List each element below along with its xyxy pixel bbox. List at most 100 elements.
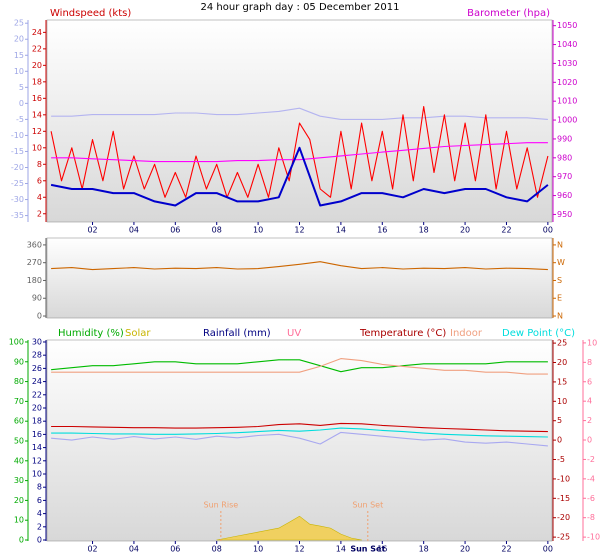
y-tick-label: -8 — [587, 513, 595, 522]
y-tick-label: 2 — [37, 522, 42, 531]
y-tick-label: -10 — [587, 533, 600, 542]
y-tick-label: W — [557, 258, 565, 267]
line — [51, 431, 548, 447]
y-tick-label: 15 — [557, 377, 567, 386]
y-tick-label: 8 — [37, 483, 42, 492]
y-tick-label: 6 — [37, 496, 42, 505]
y-tick-label: 10 — [14, 516, 24, 525]
legend-label: Dew Point (°C) — [502, 328, 575, 339]
y-tick-label: -10 — [557, 474, 570, 483]
x-tick-label: 04 — [129, 226, 139, 235]
y-tick-label: -6 — [587, 494, 595, 503]
y-tick-label: 100 — [9, 337, 24, 346]
y-tick-label: 4 — [37, 193, 42, 202]
y-tick-label: -5 — [557, 455, 565, 464]
y-tick-label: 30 — [32, 337, 42, 346]
y-tick-label: 980 — [557, 153, 572, 162]
x-tick-label: 10 — [253, 545, 263, 554]
plot-area — [46, 19, 553, 223]
y-tick-label: 20 — [557, 358, 567, 367]
annotation-label: Sun Set — [352, 501, 383, 510]
y-tick-label: 16 — [32, 94, 42, 103]
y-tick-label: 10 — [32, 470, 42, 479]
y-tick-label: -4 — [587, 474, 595, 483]
y-tick-label: 10 — [587, 338, 597, 347]
y-tick-label: -30 — [11, 195, 24, 204]
y-tick-label: 270 — [27, 258, 42, 267]
x-tick-label: 14 — [336, 545, 346, 554]
y-tick-label: 8 — [37, 160, 42, 169]
y-tick-label: 4 — [587, 397, 592, 406]
y-tick-label: 2 — [37, 209, 42, 218]
y-tick-label: 90 — [32, 294, 42, 303]
legend-label: Indoor — [450, 328, 483, 339]
x-tick-label: 16 — [377, 226, 387, 235]
y-tick-label: 4 — [37, 509, 42, 518]
y-tick-label: 1030 — [557, 59, 577, 68]
x-tick-label: 16 — [377, 545, 387, 554]
line — [51, 142, 548, 163]
x-tick-label: 02 — [87, 545, 97, 554]
line — [50, 106, 549, 198]
y-tick-label: 28 — [32, 351, 42, 360]
y-tick-label: 50 — [14, 436, 24, 445]
y-tick-label: 2 — [587, 416, 592, 425]
y-tick-label: 6 — [587, 377, 592, 386]
x-tick-label: 18 — [419, 545, 429, 554]
y-tick-label: 0 — [587, 436, 592, 445]
axis-title: Temperature (°C) — [359, 328, 446, 339]
y-tick-label: 25 — [557, 339, 567, 348]
legend-label: Solar — [125, 328, 151, 339]
y-tick-label: 1040 — [557, 40, 577, 49]
annotation-axis-label: Sun Set — [350, 545, 385, 554]
y-tick-label: 0 — [19, 536, 24, 545]
y-tick-label: 990 — [557, 134, 572, 143]
x-tick-label: 22 — [501, 545, 511, 554]
y-tick-label: 180 — [27, 276, 42, 285]
y-tick-label: 90 — [14, 357, 24, 366]
y-tick-label: -20 — [557, 513, 570, 522]
y-tick-label: 6 — [37, 176, 42, 185]
y-tick-label: -35 — [11, 211, 24, 220]
y-tick-label: -25 — [557, 533, 570, 542]
axis-title: Rainfall (mm) — [203, 328, 271, 339]
x-tick-label: 10 — [253, 226, 263, 235]
x-tick-label: 06 — [170, 226, 180, 235]
y-tick-label: 10 — [14, 67, 24, 76]
y-tick-label: 40 — [14, 456, 24, 465]
y-tick-label: 25 — [14, 19, 24, 28]
area — [216, 515, 362, 541]
x-tick-label: 20 — [460, 545, 470, 554]
line — [51, 427, 548, 438]
x-tick-label: 08 — [212, 545, 222, 554]
y-tick-label: 60 — [14, 417, 24, 426]
y-tick-label: 20 — [14, 35, 24, 44]
y-tick-label: -15 — [557, 494, 570, 503]
axis-title: Humidity (%) — [58, 328, 124, 339]
y-tick-label: 12 — [32, 127, 42, 136]
x-tick-label: 22 — [501, 226, 511, 235]
x-tick-label: 12 — [294, 226, 304, 235]
y-tick-label: 1050 — [557, 21, 577, 30]
line — [51, 261, 548, 271]
plot-area — [46, 339, 553, 542]
y-tick-label: -10 — [11, 131, 24, 140]
y-tick-label: S — [557, 276, 562, 285]
x-tick-label: 18 — [419, 226, 429, 235]
x-tick-label: 14 — [336, 226, 346, 235]
x-tick-label: 08 — [212, 226, 222, 235]
plot-area — [46, 237, 553, 319]
y-tick-label: 970 — [557, 172, 572, 181]
y-tick-label: 20 — [14, 496, 24, 505]
y-tick-label: 10 — [32, 143, 42, 152]
y-tick-label: 10 — [557, 397, 567, 406]
x-tick-label: 12 — [294, 545, 304, 554]
line — [51, 358, 548, 375]
y-tick-label: 22 — [32, 390, 42, 399]
x-tick-label: 04 — [129, 545, 139, 554]
x-tick-label: 06 — [170, 545, 180, 554]
axis-title: UV — [287, 328, 301, 339]
x-tick-label: 20 — [460, 226, 470, 235]
y-tick-label: 1010 — [557, 97, 577, 106]
